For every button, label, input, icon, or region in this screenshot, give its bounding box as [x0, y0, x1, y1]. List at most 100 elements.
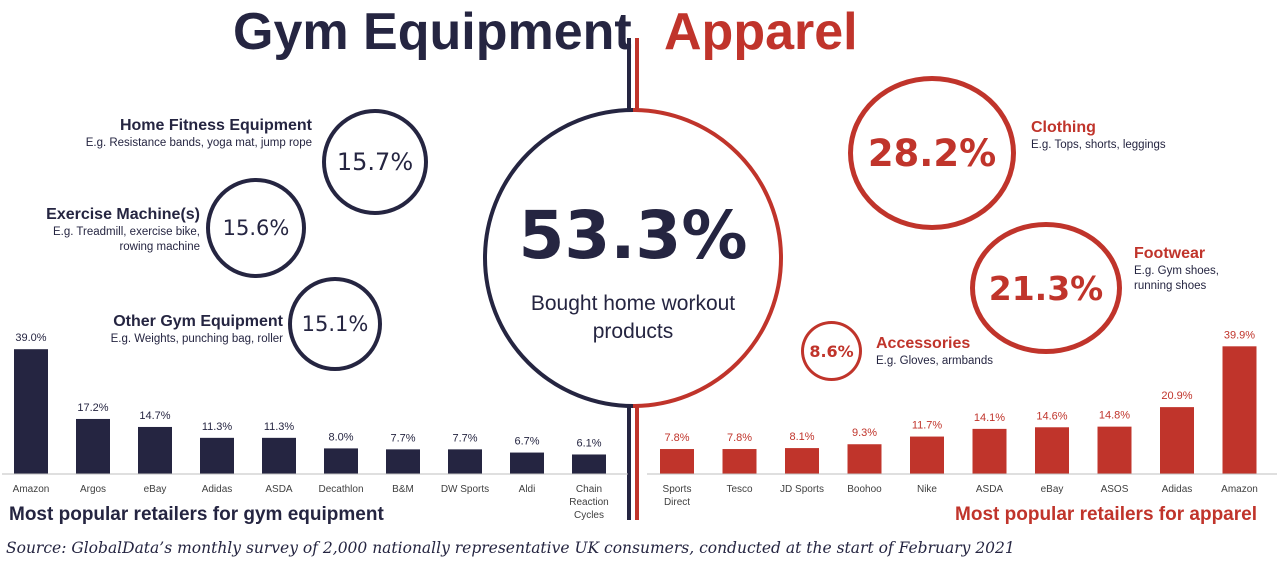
data-label: 11.3% [202, 421, 233, 433]
center-label-line2: products [592, 320, 674, 343]
home-fitness-circle: 15.7% [322, 109, 428, 215]
category-desc: E.g. Weights, punching bag, roller [110, 333, 283, 345]
center-label: Bought home workout products [490, 290, 776, 346]
bar [14, 349, 48, 474]
bar [1035, 427, 1069, 474]
tick-label: Direct [664, 497, 690, 508]
bar [1097, 426, 1132, 474]
tick-label: Sports [663, 484, 692, 495]
tick-label: eBay [1041, 484, 1064, 495]
clothing-circle: 28.2% [848, 76, 1016, 230]
category-desc: E.g. Resistance bands, yoga mat, jump ro… [85, 137, 312, 149]
data-label: 14.1% [974, 412, 1005, 424]
tick-label: Adidas [1162, 484, 1193, 495]
category-desc-line2: running shoes [1134, 280, 1207, 292]
bar [200, 437, 234, 474]
apparel-retailers-title: Most popular retailers for apparel [955, 504, 1257, 525]
data-label: 7.8% [664, 432, 689, 444]
bar [262, 437, 296, 474]
tick-label: DW Sports [441, 484, 489, 495]
bar [785, 448, 819, 474]
tick-label: Aldi [519, 484, 536, 495]
tick-label: Cycles [574, 510, 604, 521]
tick-label: eBay [144, 484, 167, 495]
bar [448, 449, 482, 474]
center-circle-left-arc [483, 108, 634, 408]
home-fitness-category: Home Fitness Equipment E.g. Resistance b… [40, 116, 312, 151]
bar [76, 418, 110, 474]
data-label: 39.0% [15, 332, 46, 344]
tick-label: Boohoo [847, 484, 882, 495]
tick-label: Argos [80, 484, 106, 495]
other-gym-category: Other Gym Equipment E.g. Weights, punchi… [40, 312, 283, 347]
category-name: Accessories [876, 335, 971, 352]
bar [386, 449, 420, 474]
category-name: Footwear [1134, 245, 1206, 262]
bar [847, 444, 882, 474]
data-label: 8.0% [328, 431, 353, 443]
data-label: 14.6% [1036, 410, 1067, 422]
gym-retailers-title: Most popular retailers for gym equipment [9, 504, 384, 525]
data-label: 9.3% [852, 427, 877, 439]
bar [510, 452, 544, 474]
gym-equipment-title: Gym Equipment [233, 3, 632, 61]
tick-label: Reaction [569, 497, 608, 508]
other-gym-circle: 15.1% [288, 277, 382, 371]
bar [972, 428, 1007, 474]
category-desc: E.g. Tops, shorts, leggings [1031, 139, 1166, 151]
tick-label: B&M [392, 484, 414, 495]
bar [910, 436, 944, 474]
data-label: 6.1% [576, 437, 601, 449]
tick-label: Amazon [13, 484, 50, 495]
data-label: 8.1% [789, 431, 814, 443]
data-label: 11.3% [264, 421, 295, 433]
center-value: 53.3% [518, 197, 748, 274]
bar [324, 448, 358, 474]
tick-label: Chain [576, 484, 602, 495]
center-label-line1: Bought home workout [530, 292, 736, 315]
exercise-machine-circle: 15.6% [206, 178, 306, 278]
data-label: 17.2% [77, 402, 108, 414]
category-name: Other Gym Equipment [113, 313, 283, 330]
bar [722, 449, 757, 474]
tick-label: ASDA [976, 484, 1004, 495]
data-label: 14.7% [139, 410, 170, 422]
apparel-retailers-chart: 7.8% Sports Direct 7.8% Tesco 8.1% JD Sports 9.… [647, 329, 1277, 508]
category-desc-line1: E.g. Treadmill, exercise bike, [52, 226, 200, 238]
category-desc-line1: E.g. Gym shoes, [1134, 265, 1220, 277]
data-label: 7.7% [390, 432, 415, 444]
bar [1222, 346, 1257, 474]
tick-label: ASOS [1101, 484, 1129, 495]
category-desc: E.g. Gloves, armbands [876, 355, 993, 367]
accessories-category: Accessories E.g. Gloves, armbands [876, 334, 993, 369]
bar [660, 449, 694, 474]
footwear-circle: 21.3% [970, 222, 1122, 354]
footwear-category: Footwear E.g. Gym shoes, running shoes [1134, 244, 1219, 294]
gym-retailers-chart: 39.0% Amazon 17.2% Argos 14.7% eBay 11.3% Adida… [2, 332, 628, 521]
accessories-circle: 8.6% [801, 321, 862, 381]
apparel-title: Apparel [664, 3, 858, 61]
data-label: 6.7% [514, 436, 539, 448]
tick-label: Adidas [202, 484, 233, 495]
data-label: 7.7% [452, 432, 477, 444]
tick-label: Nike [917, 484, 937, 495]
category-name: Exercise Machine(s) [46, 206, 200, 223]
tick-label: Tesco [726, 484, 753, 495]
clothing-category: Clothing E.g. Tops, shorts, leggings [1031, 118, 1166, 153]
exercise-machine-category: Exercise Machine(s) E.g. Treadmill, exer… [0, 205, 200, 255]
category-name: Clothing [1031, 119, 1096, 136]
tick-label: ASDA [265, 484, 293, 495]
tick-label: Amazon [1221, 484, 1258, 495]
source-note: Source: GlobalData’s monthly survey of 2… [6, 539, 1015, 557]
data-label: 39.9% [1224, 329, 1255, 341]
tick-label: JD Sports [780, 484, 824, 495]
data-label: 11.7% [912, 420, 943, 432]
bar [572, 454, 606, 474]
bar [1160, 407, 1194, 474]
center-circle-right-arc [632, 108, 783, 408]
category-name: Home Fitness Equipment [119, 117, 312, 134]
tick-label: Decathlon [318, 484, 363, 495]
category-desc-line2: rowing machine [119, 241, 200, 253]
data-label: 7.8% [727, 432, 752, 444]
